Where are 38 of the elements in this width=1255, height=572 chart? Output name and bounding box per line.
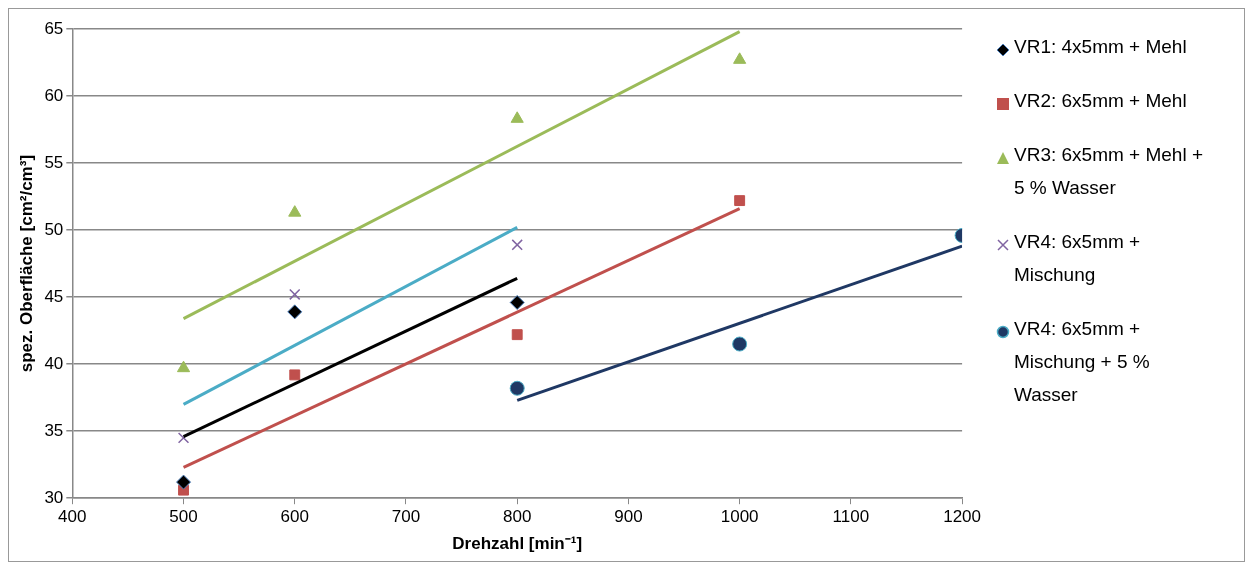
x-axis-title: Drehzahl [min⁻¹] — [452, 534, 583, 554]
point — [176, 474, 192, 490]
x-tick-label: 600 — [280, 507, 309, 527]
x-tick-label: 1000 — [720, 507, 759, 527]
point — [511, 239, 523, 251]
point — [511, 329, 523, 341]
y-axis-title: spez. Oberfläche [cm²/cm³] — [16, 154, 36, 373]
point — [287, 304, 303, 320]
legend-label: VR1: 4x5mm + Mehl — [1014, 35, 1187, 59]
x-tick-label: 1100 — [832, 507, 870, 527]
x-tick-label: 900 — [614, 507, 643, 527]
y-tick-label: 40 — [44, 353, 64, 373]
x-tick-label: 1200 — [943, 507, 981, 527]
y-tick-label: 30 — [44, 487, 64, 507]
y-tick-label: 45 — [44, 286, 64, 306]
y-tick-label: 35 — [44, 420, 64, 440]
y-tick-label: 55 — [44, 152, 64, 172]
point — [289, 369, 301, 381]
y-tick-label: 65 — [44, 18, 64, 38]
legend-label: VR3: 6x5mm + Mehl + 5 % Wasser — [1014, 143, 1205, 200]
x-tick-label: 400 — [58, 507, 87, 527]
point — [289, 288, 301, 301]
x-tick-label: 700 — [391, 507, 421, 527]
x-tick-label: 800 — [503, 507, 532, 527]
y-tick-label: 50 — [44, 219, 64, 239]
legend-label: VR4: 6x5mm + Mischung + 5 % Wasser — [1014, 317, 1151, 407]
point — [510, 111, 524, 123]
point — [733, 52, 747, 64]
point — [288, 205, 302, 217]
legend-label: VR4: 6x5mm + Mischung — [1014, 230, 1142, 287]
y-tick-label: 60 — [44, 85, 64, 105]
point — [732, 336, 748, 352]
point — [509, 380, 525, 396]
legend-label: VR2: 6x5mm + Mehl — [1014, 89, 1187, 113]
x-tick-label: 500 — [169, 507, 198, 527]
point — [734, 195, 746, 207]
point — [176, 360, 191, 373]
point — [509, 294, 525, 310]
